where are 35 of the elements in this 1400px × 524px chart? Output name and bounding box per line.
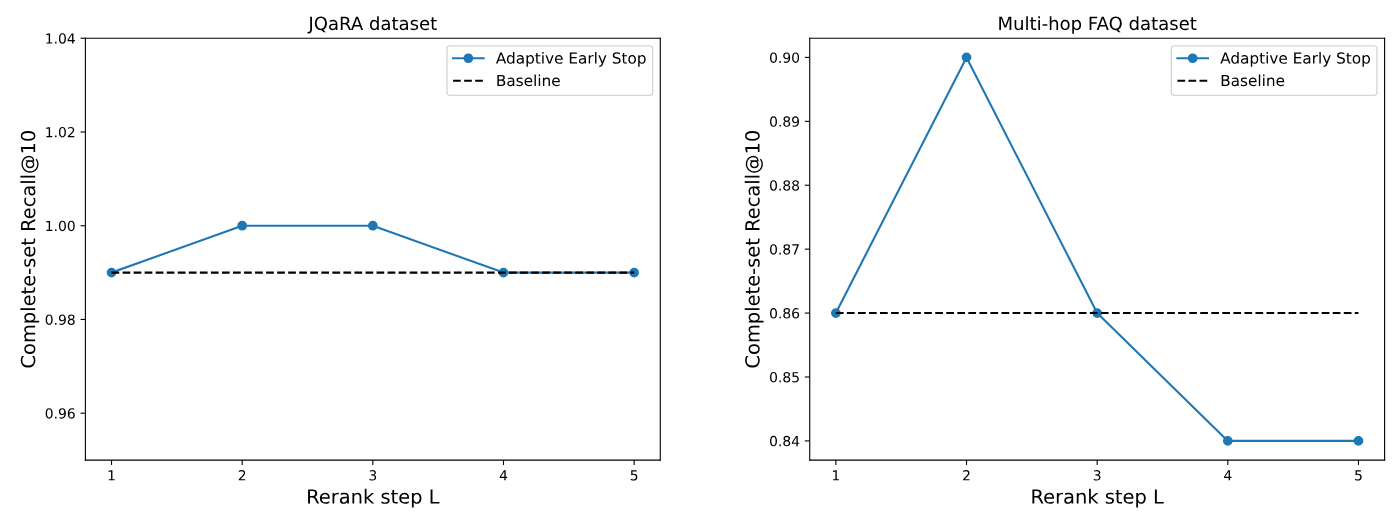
- y-tick-label: 0.98: [45, 314, 75, 325]
- x-tick-label: 1: [832, 470, 839, 481]
- legend-label: Adaptive Early Stop: [1220, 52, 1371, 67]
- y-axis-title: Complete-set Recall@10: [744, 131, 764, 368]
- point: [961, 52, 972, 63]
- chart-title: Multi-hop FAQ dataset: [999, 16, 1197, 34]
- x-tick-label: 5: [630, 470, 638, 481]
- y-tick-label: 0.85: [770, 371, 799, 383]
- x-tick-label: 2: [238, 470, 246, 481]
- y-tick-label: 0.88: [770, 180, 800, 191]
- x-tick-label: 2: [963, 470, 970, 481]
- chart-title: JQaRA dataset: [307, 16, 437, 34]
- y-tick-label: 0.84: [770, 435, 800, 447]
- legend-label: Baseline: [1221, 74, 1285, 87]
- x-axis-title: Rerank step L: [308, 488, 440, 508]
- point: [1353, 436, 1364, 446]
- y-tick-label: 1.02: [46, 126, 75, 138]
- y-tick-label: 0.89: [770, 116, 800, 127]
- y-axis-title: Complete-set Recall@10: [20, 131, 40, 368]
- x-axis-title: Rerank step L: [1032, 488, 1164, 508]
- legend-label: Baseline: [497, 74, 560, 87]
- x-tick-label: 1: [108, 470, 115, 481]
- x-tick-label: 3: [369, 470, 377, 481]
- y-tick-label: 0.90: [770, 52, 800, 63]
- y-tick-label: 0.96: [45, 408, 75, 419]
- y-tick-label: 1.04: [46, 33, 75, 44]
- point: [1222, 436, 1233, 446]
- x-tick-label: 4: [499, 470, 508, 481]
- y-tick-label: 0.87: [770, 244, 799, 255]
- y-tick-label: 1.00: [46, 220, 75, 232]
- legend-label: Adaptive Early Stop: [495, 52, 646, 67]
- x-tick-label: 4: [1224, 470, 1232, 481]
- y-tick-label: 0.86: [770, 308, 800, 319]
- x-tick-label: 3: [1093, 470, 1101, 481]
- x-tick-label: 5: [1355, 470, 1362, 481]
